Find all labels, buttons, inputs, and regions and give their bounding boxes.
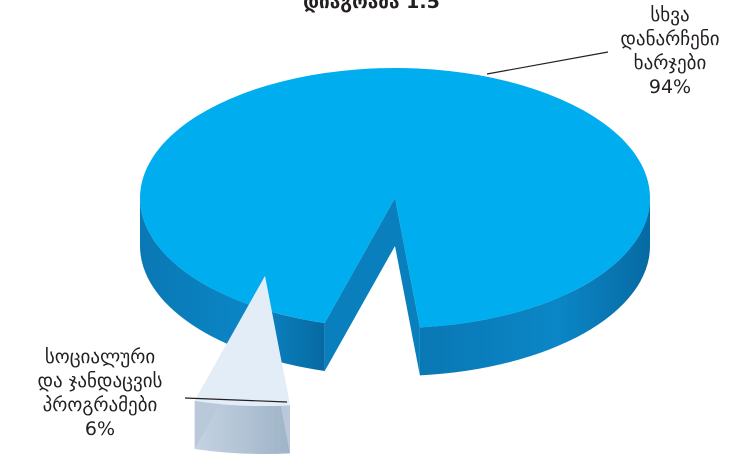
slice-cut-face <box>395 198 420 376</box>
slice-label-line: ხარჯები <box>633 52 707 74</box>
slice-cut-face <box>324 198 395 371</box>
slice-label-other: სხვა დანარჩენი ხარჯები 94% <box>600 3 740 99</box>
slice-label-line: სხვა <box>650 4 690 26</box>
slice-label-social: სოციალური და ჯანდაცვის პროგრამები 6% <box>10 345 190 441</box>
pie-slice-1 <box>194 276 290 454</box>
pie-slice-0 <box>139 68 650 376</box>
slice-label-line: დანარჩენი <box>620 28 720 50</box>
slice-label-line: სოციალური <box>44 346 156 368</box>
leader-line-other <box>486 51 609 75</box>
slice-label-line: და ჯანდაცვის <box>37 370 163 392</box>
chart-title: დიაგრამა 1.5 <box>303 0 440 13</box>
leader-line-social <box>184 397 288 403</box>
slice-label-line: პროგრამები <box>42 394 158 416</box>
slice-side-wall <box>194 400 290 454</box>
slice-side-wall <box>419 198 650 376</box>
slice-top-face <box>194 276 290 406</box>
slice-value-label: 6% <box>84 418 116 440</box>
slice-side-wall <box>140 198 325 371</box>
slice-top-face <box>139 68 650 328</box>
slice-value-label: 94% <box>648 76 692 98</box>
